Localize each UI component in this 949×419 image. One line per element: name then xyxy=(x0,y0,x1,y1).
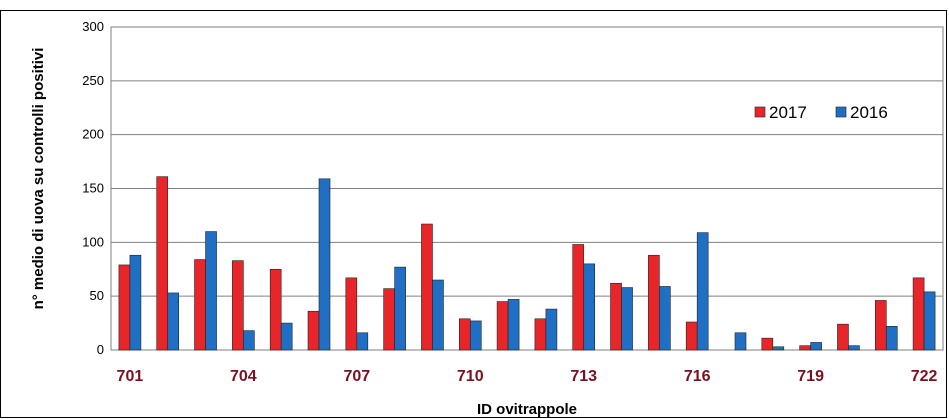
bar-2016-712 xyxy=(545,308,558,351)
bar-2017-712 xyxy=(534,318,547,351)
legend-swatch-2017 xyxy=(754,106,766,118)
bar-2017-715 xyxy=(648,254,660,351)
bar-2016-718 xyxy=(772,346,785,351)
chart-frame xyxy=(0,10,947,418)
x-tick-label: 707 xyxy=(343,368,370,385)
x-tick-label: 704 xyxy=(230,368,257,385)
bar-2017-708 xyxy=(383,288,395,351)
bar-2016-711 xyxy=(507,299,520,351)
x-tick-label: 701 xyxy=(117,368,144,385)
bar-2016-701 xyxy=(129,254,142,351)
legend-label-2016: 2016 xyxy=(850,103,888,122)
bar-2016-715 xyxy=(659,286,671,351)
bar-2017-703 xyxy=(194,259,206,351)
legend-label-2017: 2017 xyxy=(769,103,807,122)
bar-2017-718 xyxy=(761,337,774,351)
y-tick-label: 200 xyxy=(82,127,104,142)
x-axis-title: ID ovitrappole xyxy=(477,401,577,418)
y-tick-label: 0 xyxy=(97,342,104,357)
bar-2017-711 xyxy=(496,301,509,351)
y-tick-label: 250 xyxy=(82,73,104,88)
bar-2016-702 xyxy=(167,292,180,351)
x-tick-label: 719 xyxy=(797,368,824,385)
bar-2017-709 xyxy=(421,223,433,351)
bar-2016-704 xyxy=(243,330,255,351)
bar-2017-701 xyxy=(118,264,131,351)
x-tick-label: 722 xyxy=(911,368,938,385)
bar-2017-713 xyxy=(572,244,585,351)
bar-2017-721 xyxy=(874,300,887,351)
bar-2016-719 xyxy=(810,342,822,351)
bar-2017-722 xyxy=(912,277,925,351)
bar-2017-710 xyxy=(458,318,471,351)
y-tick-label: 50 xyxy=(90,288,104,303)
x-tick-label: 710 xyxy=(457,368,484,385)
bar-2017-705 xyxy=(269,268,282,351)
bar-2017-720 xyxy=(837,323,849,351)
y-axis-ticks: 0 50 100 150 200 250 300 xyxy=(82,19,104,357)
bar-2016-713 xyxy=(583,263,596,351)
bar-2017-706 xyxy=(307,310,320,351)
bar-2016-721 xyxy=(885,326,898,351)
y-axis-title: n° medio di uova su controlli positivi xyxy=(30,48,47,310)
bar-2017-707 xyxy=(345,277,358,351)
y-tick-label: 100 xyxy=(82,234,104,249)
bar-2016-709 xyxy=(432,279,444,351)
legend-swatch-2016 xyxy=(835,106,847,118)
bar-2016-710 xyxy=(469,320,482,351)
bar-2016-705 xyxy=(280,322,293,351)
bar-2016-703 xyxy=(205,231,217,351)
bar-2016-707 xyxy=(356,332,369,351)
bar-2016-716 xyxy=(696,232,709,351)
bar-2017-716 xyxy=(685,321,698,351)
legend: 2017 2016 xyxy=(754,103,888,122)
y-tick-label: 300 xyxy=(82,19,104,34)
bar-2017-719 xyxy=(799,345,811,351)
bar-2016-717 xyxy=(734,332,747,351)
bar-2016-706 xyxy=(318,178,331,351)
bar-2016-714 xyxy=(621,287,633,351)
x-tick-label: 716 xyxy=(684,368,711,385)
bar-2017-704 xyxy=(232,260,244,351)
bar-2016-708 xyxy=(394,266,406,351)
bar-2016-720 xyxy=(848,345,860,351)
y-tick-label: 150 xyxy=(82,181,104,196)
bar-2017-714 xyxy=(610,282,622,351)
bars xyxy=(118,176,936,351)
x-tick-label: 713 xyxy=(570,368,597,385)
bar-2017-702 xyxy=(156,176,169,351)
bar-2016-722 xyxy=(923,291,936,351)
gridlines xyxy=(111,80,943,297)
x-axis-ticks: 701 704 707 710 713 716 719 722 xyxy=(117,368,938,385)
